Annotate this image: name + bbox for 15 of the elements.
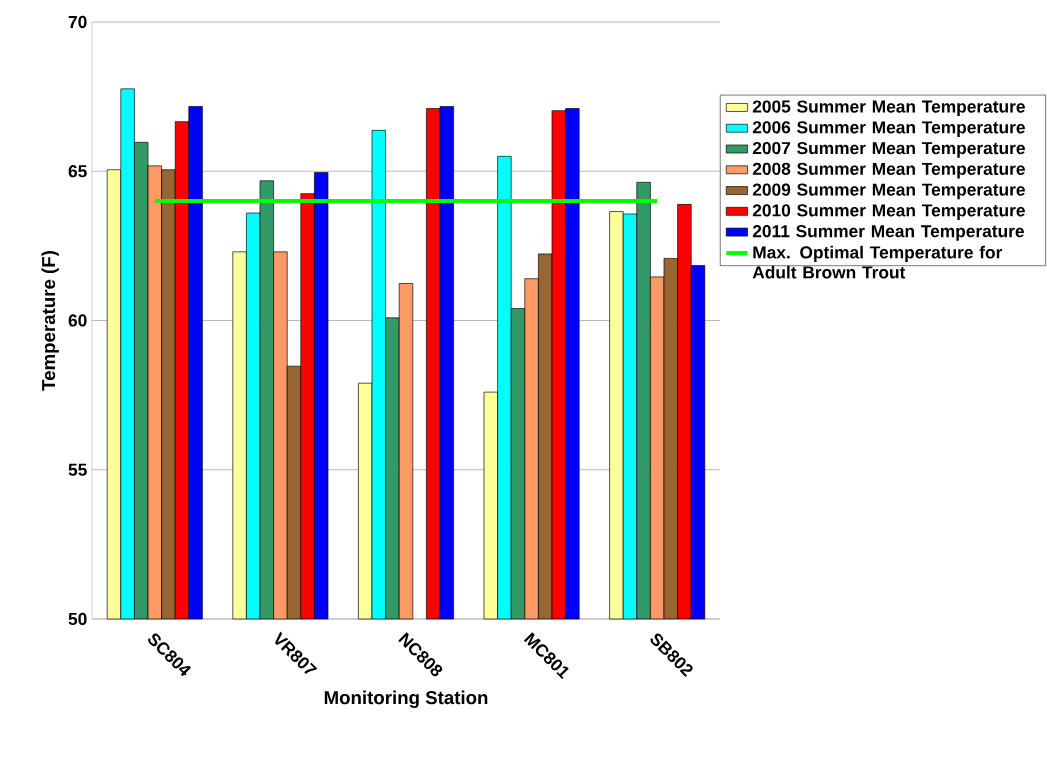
y-tick-label: 60 xyxy=(68,314,87,327)
legend-label: Max. Optimal Temperature for Adult Brown Trout xyxy=(752,245,1003,279)
legend-label: 2007 Summer Mean Temperature xyxy=(752,141,1025,158)
legend-label: 2011 Summer Mean Temperature xyxy=(752,225,1024,241)
legend-label: 2005 Summer Mean Temperature xyxy=(752,100,1025,117)
legend-label: 2009 Summer Mean Temperature xyxy=(752,183,1025,200)
x-axis-title: Monitoring Station xyxy=(324,690,488,708)
legend-label: 2006 Summer Mean Temperature xyxy=(752,121,1025,137)
legend-label: 2008 Summer Mean Temperature xyxy=(752,162,1025,179)
y-tick-label: 70 xyxy=(68,15,87,29)
y-axis-title: Temperature (F) xyxy=(41,251,59,391)
legend-label: 2010 Summer Mean Temperature xyxy=(752,204,1025,220)
y-tick-label: 50 xyxy=(68,612,87,626)
y-tick-label: 65 xyxy=(68,165,87,178)
y-tick-label: 55 xyxy=(68,463,87,476)
